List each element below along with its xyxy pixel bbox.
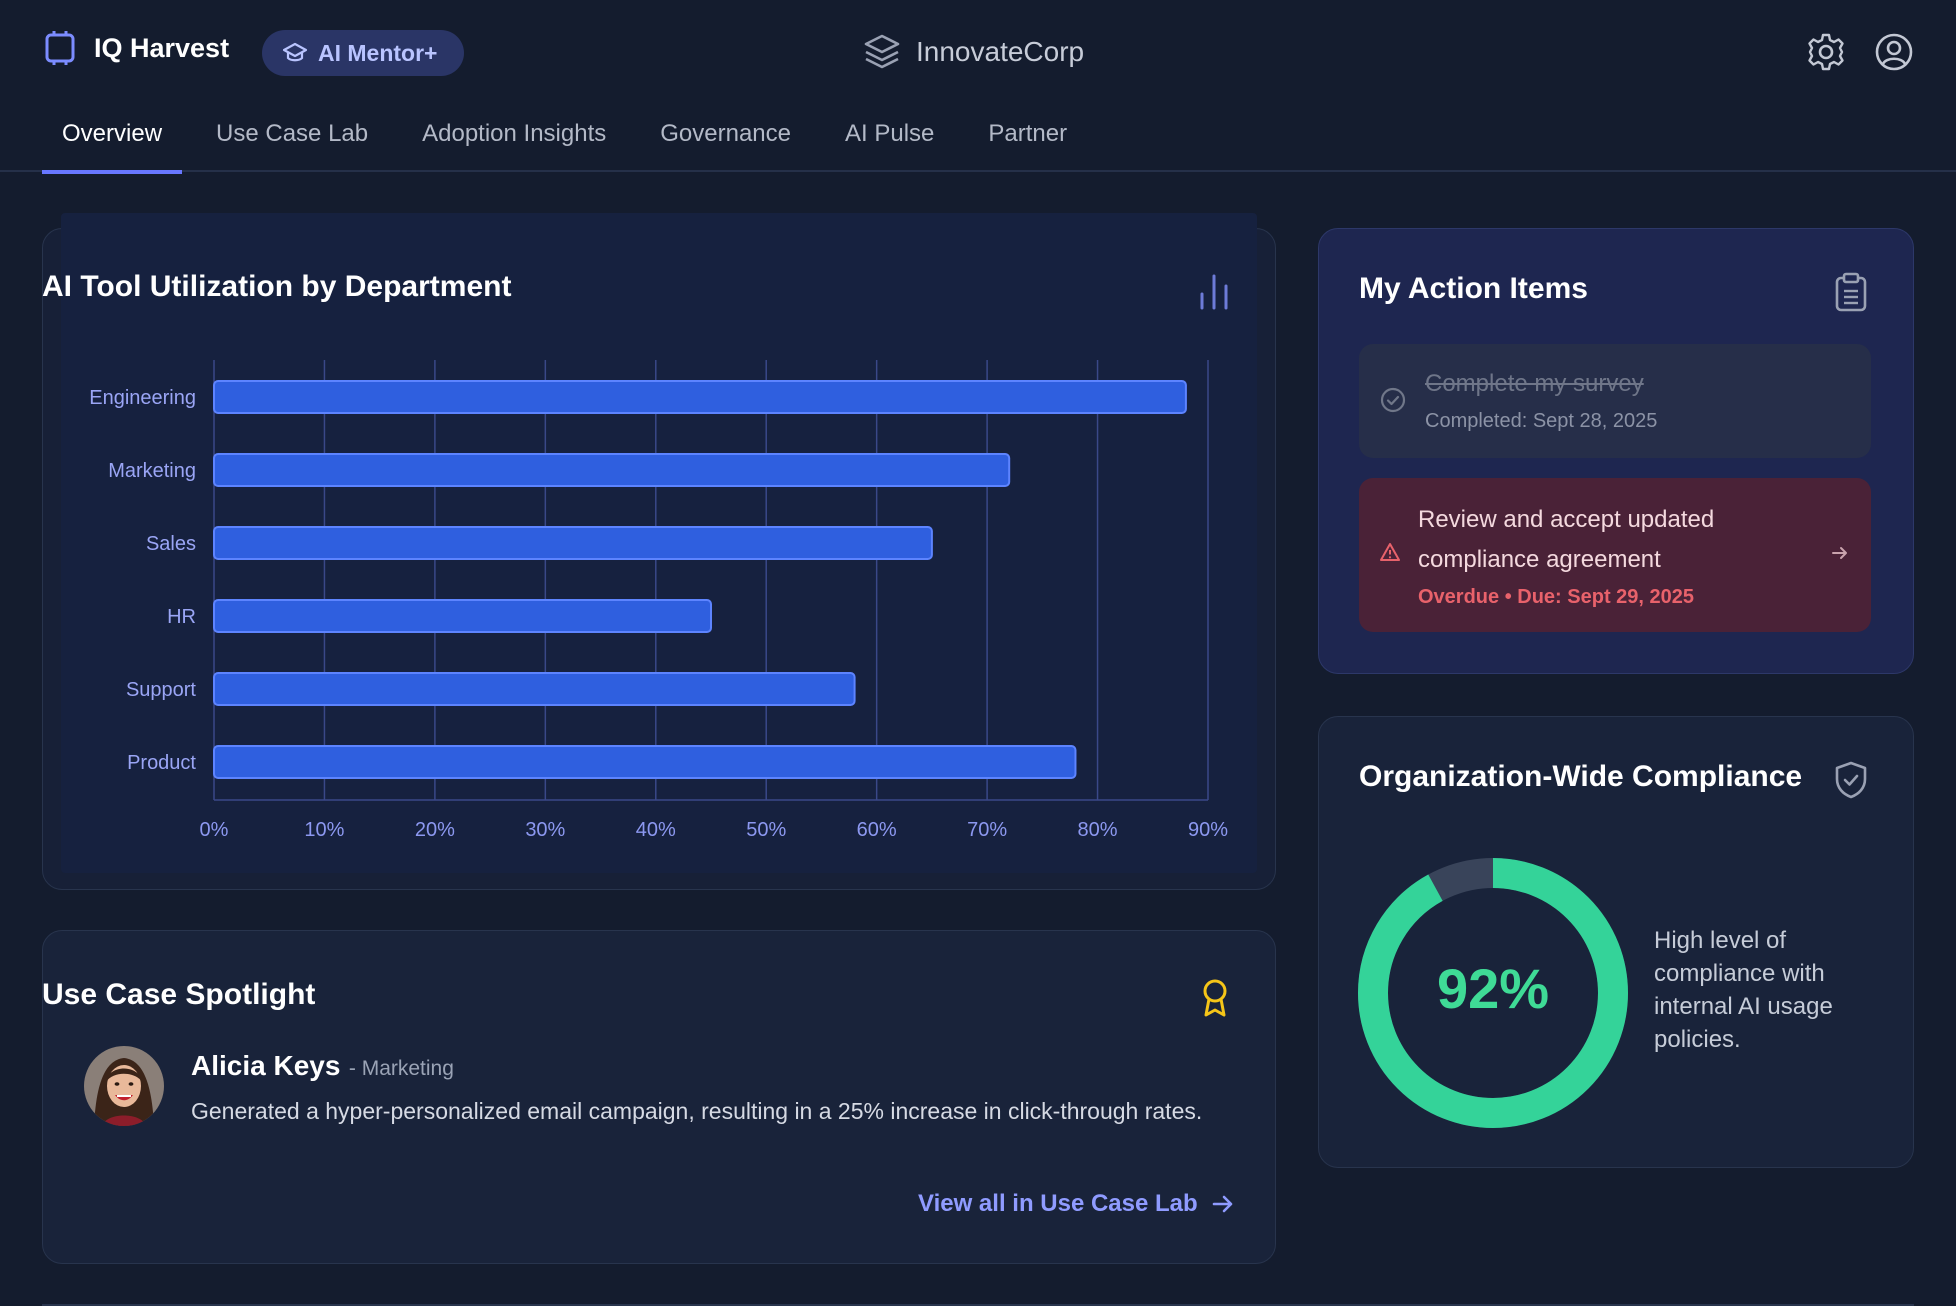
- brand[interactable]: IQ Harvest: [42, 30, 229, 66]
- graduation-cap-icon: [282, 42, 308, 62]
- bar: [213, 672, 856, 706]
- user-icon[interactable]: [1874, 32, 1914, 72]
- action-item-due-meta: Overdue • Due: Sept 29, 2025: [1418, 586, 1695, 608]
- spotlight-description: Generated a hyper-personalized email cam…: [191, 1098, 1203, 1124]
- tab-adoption-insights[interactable]: Adoption Insights: [422, 120, 607, 147]
- x-tick-label: 10%: [304, 819, 344, 840]
- spotlight-person: Alicia Keys - Marketing: [191, 1050, 454, 1082]
- nav-tabs: Overview Use Case Lab Adoption Insights …: [41, 120, 1121, 174]
- ai-mentor-button[interactable]: AI Mentor+: [262, 30, 464, 76]
- view-all-label: View all in Use Case Lab: [918, 1190, 1198, 1217]
- bar: [213, 380, 1187, 414]
- x-tick-label: 30%: [525, 819, 565, 840]
- app-logo-icon: [45, 31, 75, 65]
- avatar: [84, 1046, 164, 1126]
- app-title: IQ Harvest: [94, 32, 230, 63]
- y-category-label: Sales: [146, 533, 196, 555]
- y-category-label: Support: [126, 679, 196, 701]
- ai-mentor-label: AI Mentor+: [318, 39, 438, 66]
- top-bar: IQ Harvest AI Mentor+ InnovateCorp Overv…: [0, 0, 1956, 174]
- action-item-overdue[interactable]: Review and accept updated compliance agr…: [1359, 478, 1871, 632]
- org-switcher[interactable]: InnovateCorp: [862, 32, 1084, 72]
- y-category-label: Marketing: [108, 460, 196, 482]
- check-circle-icon: [1380, 387, 1406, 413]
- x-tick-label: 70%: [967, 819, 1007, 840]
- shield-check-icon: [1835, 761, 1867, 799]
- x-tick-label: 90%: [1188, 819, 1228, 840]
- arrow-right-icon: [1212, 1195, 1232, 1213]
- gear-icon[interactable]: [1806, 32, 1846, 72]
- org-name: InnovateCorp: [916, 36, 1085, 67]
- action-item-title: Review and accept updated compliance agr…: [1418, 506, 1715, 573]
- x-tick-label: 50%: [746, 819, 786, 840]
- spotlight-card: [42, 930, 1276, 1264]
- arrow-right-icon: [1832, 547, 1847, 559]
- bar: [213, 745, 1077, 779]
- bar: [213, 599, 712, 633]
- clipboard-icon: [1835, 272, 1867, 312]
- bar: [213, 526, 933, 560]
- bar-chart-icon: [1200, 274, 1228, 310]
- y-category-label: Product: [127, 752, 196, 774]
- action-items-title: My Action Items: [1359, 272, 1588, 305]
- x-tick-label: 40%: [636, 819, 676, 840]
- compliance-percent: 92%: [1436, 957, 1550, 1020]
- utilization-chart: 0% 10% 20% 30% 40% 50% 60% 70% 80% 90% Engineering…: [89, 360, 1228, 840]
- layers-icon: [864, 34, 900, 69]
- view-all-use-cases-link[interactable]: View all in Use Case Lab: [918, 1190, 1234, 1218]
- x-tick-label: 60%: [857, 819, 897, 840]
- donut-progress: [1358, 858, 1628, 1128]
- spotlight-title: Use Case Spotlight: [42, 978, 316, 1011]
- bar: [213, 453, 1011, 487]
- tab-ai-pulse[interactable]: AI Pulse: [845, 120, 935, 147]
- x-tick-label: 80%: [1078, 819, 1118, 840]
- y-category-label: HR: [167, 606, 196, 628]
- x-tick-label: 0%: [200, 819, 229, 840]
- warning-icon: [1380, 543, 1400, 561]
- compliance-donut: [1358, 858, 1628, 1128]
- compliance-title: Organization-Wide Compliance: [1359, 760, 1803, 793]
- award-icon: [1203, 979, 1227, 1017]
- tab-partner[interactable]: Partner: [988, 120, 1068, 147]
- y-category-label: Engineering: [89, 387, 196, 409]
- tab-use-case-lab[interactable]: Use Case Lab: [216, 120, 369, 147]
- x-tick-label: 20%: [415, 819, 455, 840]
- person-name: Alicia Keys: [191, 1050, 341, 1081]
- utilization-title: AI Tool Utilization by Department: [42, 270, 512, 303]
- action-item-title: Complete my survey: [1425, 370, 1644, 397]
- tab-governance[interactable]: Governance: [660, 120, 791, 147]
- action-item-completed[interactable]: Complete my survey Completed: Sept 28, 2…: [1359, 344, 1871, 458]
- tab-overview[interactable]: Overview: [41, 120, 183, 174]
- person-department: - Marketing: [348, 1057, 454, 1080]
- action-item-meta: Completed: Sept 28, 2025: [1425, 410, 1658, 432]
- compliance-description: High level of compliance with internal A…: [1654, 927, 1833, 1053]
- next-card-edge: [42, 1304, 1914, 1306]
